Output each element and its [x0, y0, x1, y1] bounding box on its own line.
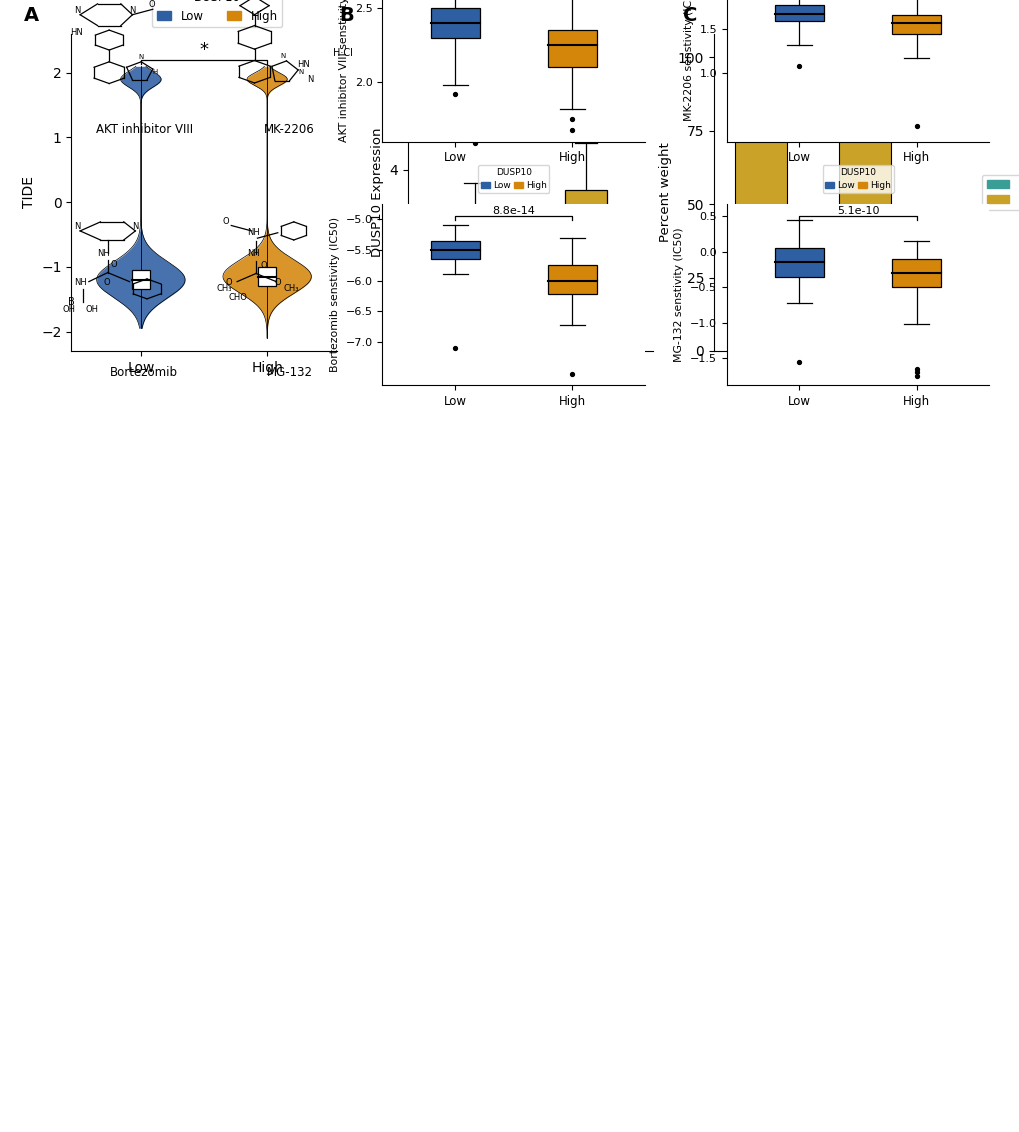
Bar	[734, 98, 786, 351]
Text: OH: OH	[86, 306, 99, 315]
Text: O: O	[225, 278, 232, 288]
Text: N: N	[139, 54, 144, 60]
Title: Immunotherapy*: Immunotherapy*	[451, 0, 608, 12]
Text: NH: NH	[247, 249, 260, 258]
Text: 8.8e-14: 8.8e-14	[492, 206, 535, 216]
Bar	[774, 248, 823, 276]
Text: NH: NH	[74, 278, 87, 288]
Legend: Low, High: Low, High	[152, 0, 282, 27]
Text: N: N	[74, 222, 81, 231]
Bar	[258, 267, 276, 286]
Text: 0.01: 0.01	[516, 41, 544, 54]
Text: 92%: 92%	[849, 209, 879, 222]
Text: HN: HN	[70, 27, 83, 36]
Bar	[734, 58, 786, 98]
Text: CHO: CHO	[228, 293, 247, 302]
Text: A: A	[23, 7, 39, 25]
Text: N: N	[129, 6, 136, 15]
Text: H: H	[153, 69, 158, 76]
Title: Subgroup*: Subgroup*	[791, 11, 891, 29]
Text: O: O	[260, 261, 267, 271]
Bar	[547, 31, 596, 67]
Y-axis label: TIDE: TIDE	[21, 177, 36, 208]
Legend: Low, High: Low, High	[821, 165, 893, 192]
Text: N: N	[298, 69, 303, 75]
Bar	[430, 8, 479, 37]
Text: 5.1e-10: 5.1e-10	[836, 206, 878, 216]
Bar	[892, 259, 941, 288]
Text: B: B	[339, 7, 354, 25]
Text: NH: NH	[98, 249, 110, 258]
Bar	[565, 190, 606, 235]
Bar	[430, 241, 479, 259]
Text: O: O	[149, 0, 155, 9]
Bar	[838, 80, 890, 351]
Text: N: N	[280, 53, 285, 59]
Text: *: *	[200, 42, 208, 60]
Text: 8%: 8%	[854, 62, 874, 76]
Bar	[838, 58, 890, 80]
Text: CH₃: CH₃	[283, 284, 299, 293]
Bar	[892, 15, 941, 34]
Y-axis label: DUSP10 Expression: DUSP10 Expression	[371, 128, 383, 257]
Y-axis label: MG-132 senstivity (IC50): MG-132 senstivity (IC50)	[674, 228, 684, 361]
Y-axis label: Percent weight: Percent weight	[658, 143, 672, 242]
Text: NH: NH	[247, 228, 260, 237]
Text: O: O	[74, 0, 81, 2]
Text: 14%: 14%	[745, 71, 775, 85]
Text: B: B	[68, 298, 75, 307]
Y-axis label: MK-2206 senstivity (IC50): MK-2206 senstivity (IC50)	[683, 0, 693, 121]
Text: OH: OH	[62, 306, 75, 315]
Text: AKT inhibitor VIII: AKT inhibitor VIII	[96, 123, 193, 136]
Text: CH₃: CH₃	[217, 284, 232, 293]
Legend: Nonresponder, Responder: Nonresponder, Responder	[981, 175, 1019, 209]
Text: HN: HN	[297, 60, 309, 69]
Text: O: O	[110, 260, 117, 269]
Bar	[547, 265, 596, 294]
Text: Bortezomib: Bortezomib	[110, 367, 178, 379]
Text: MK-2206: MK-2206	[264, 123, 315, 136]
Text: O: O	[222, 216, 229, 225]
Y-axis label: Bortezomib senstivity (IC50): Bortezomib senstivity (IC50)	[330, 216, 339, 372]
Y-axis label: AKT inhibitor VIII senstivity (IC50): AKT inhibitor VIII senstivity (IC50)	[339, 0, 350, 142]
Text: H·Cl: H·Cl	[333, 49, 353, 59]
Bar	[774, 6, 823, 20]
Text: N: N	[307, 75, 313, 84]
Legend: Low, High: Low, High	[478, 165, 549, 192]
Text: N: N	[132, 222, 139, 231]
Text: C: C	[683, 7, 697, 25]
Text: N: N	[74, 6, 81, 15]
Text: 86%: 86%	[745, 218, 775, 231]
Text: MG-132: MG-132	[266, 367, 312, 379]
Text: O: O	[103, 278, 110, 288]
Bar	[131, 271, 150, 290]
Bar	[453, 211, 495, 245]
Text: O: O	[275, 278, 281, 288]
